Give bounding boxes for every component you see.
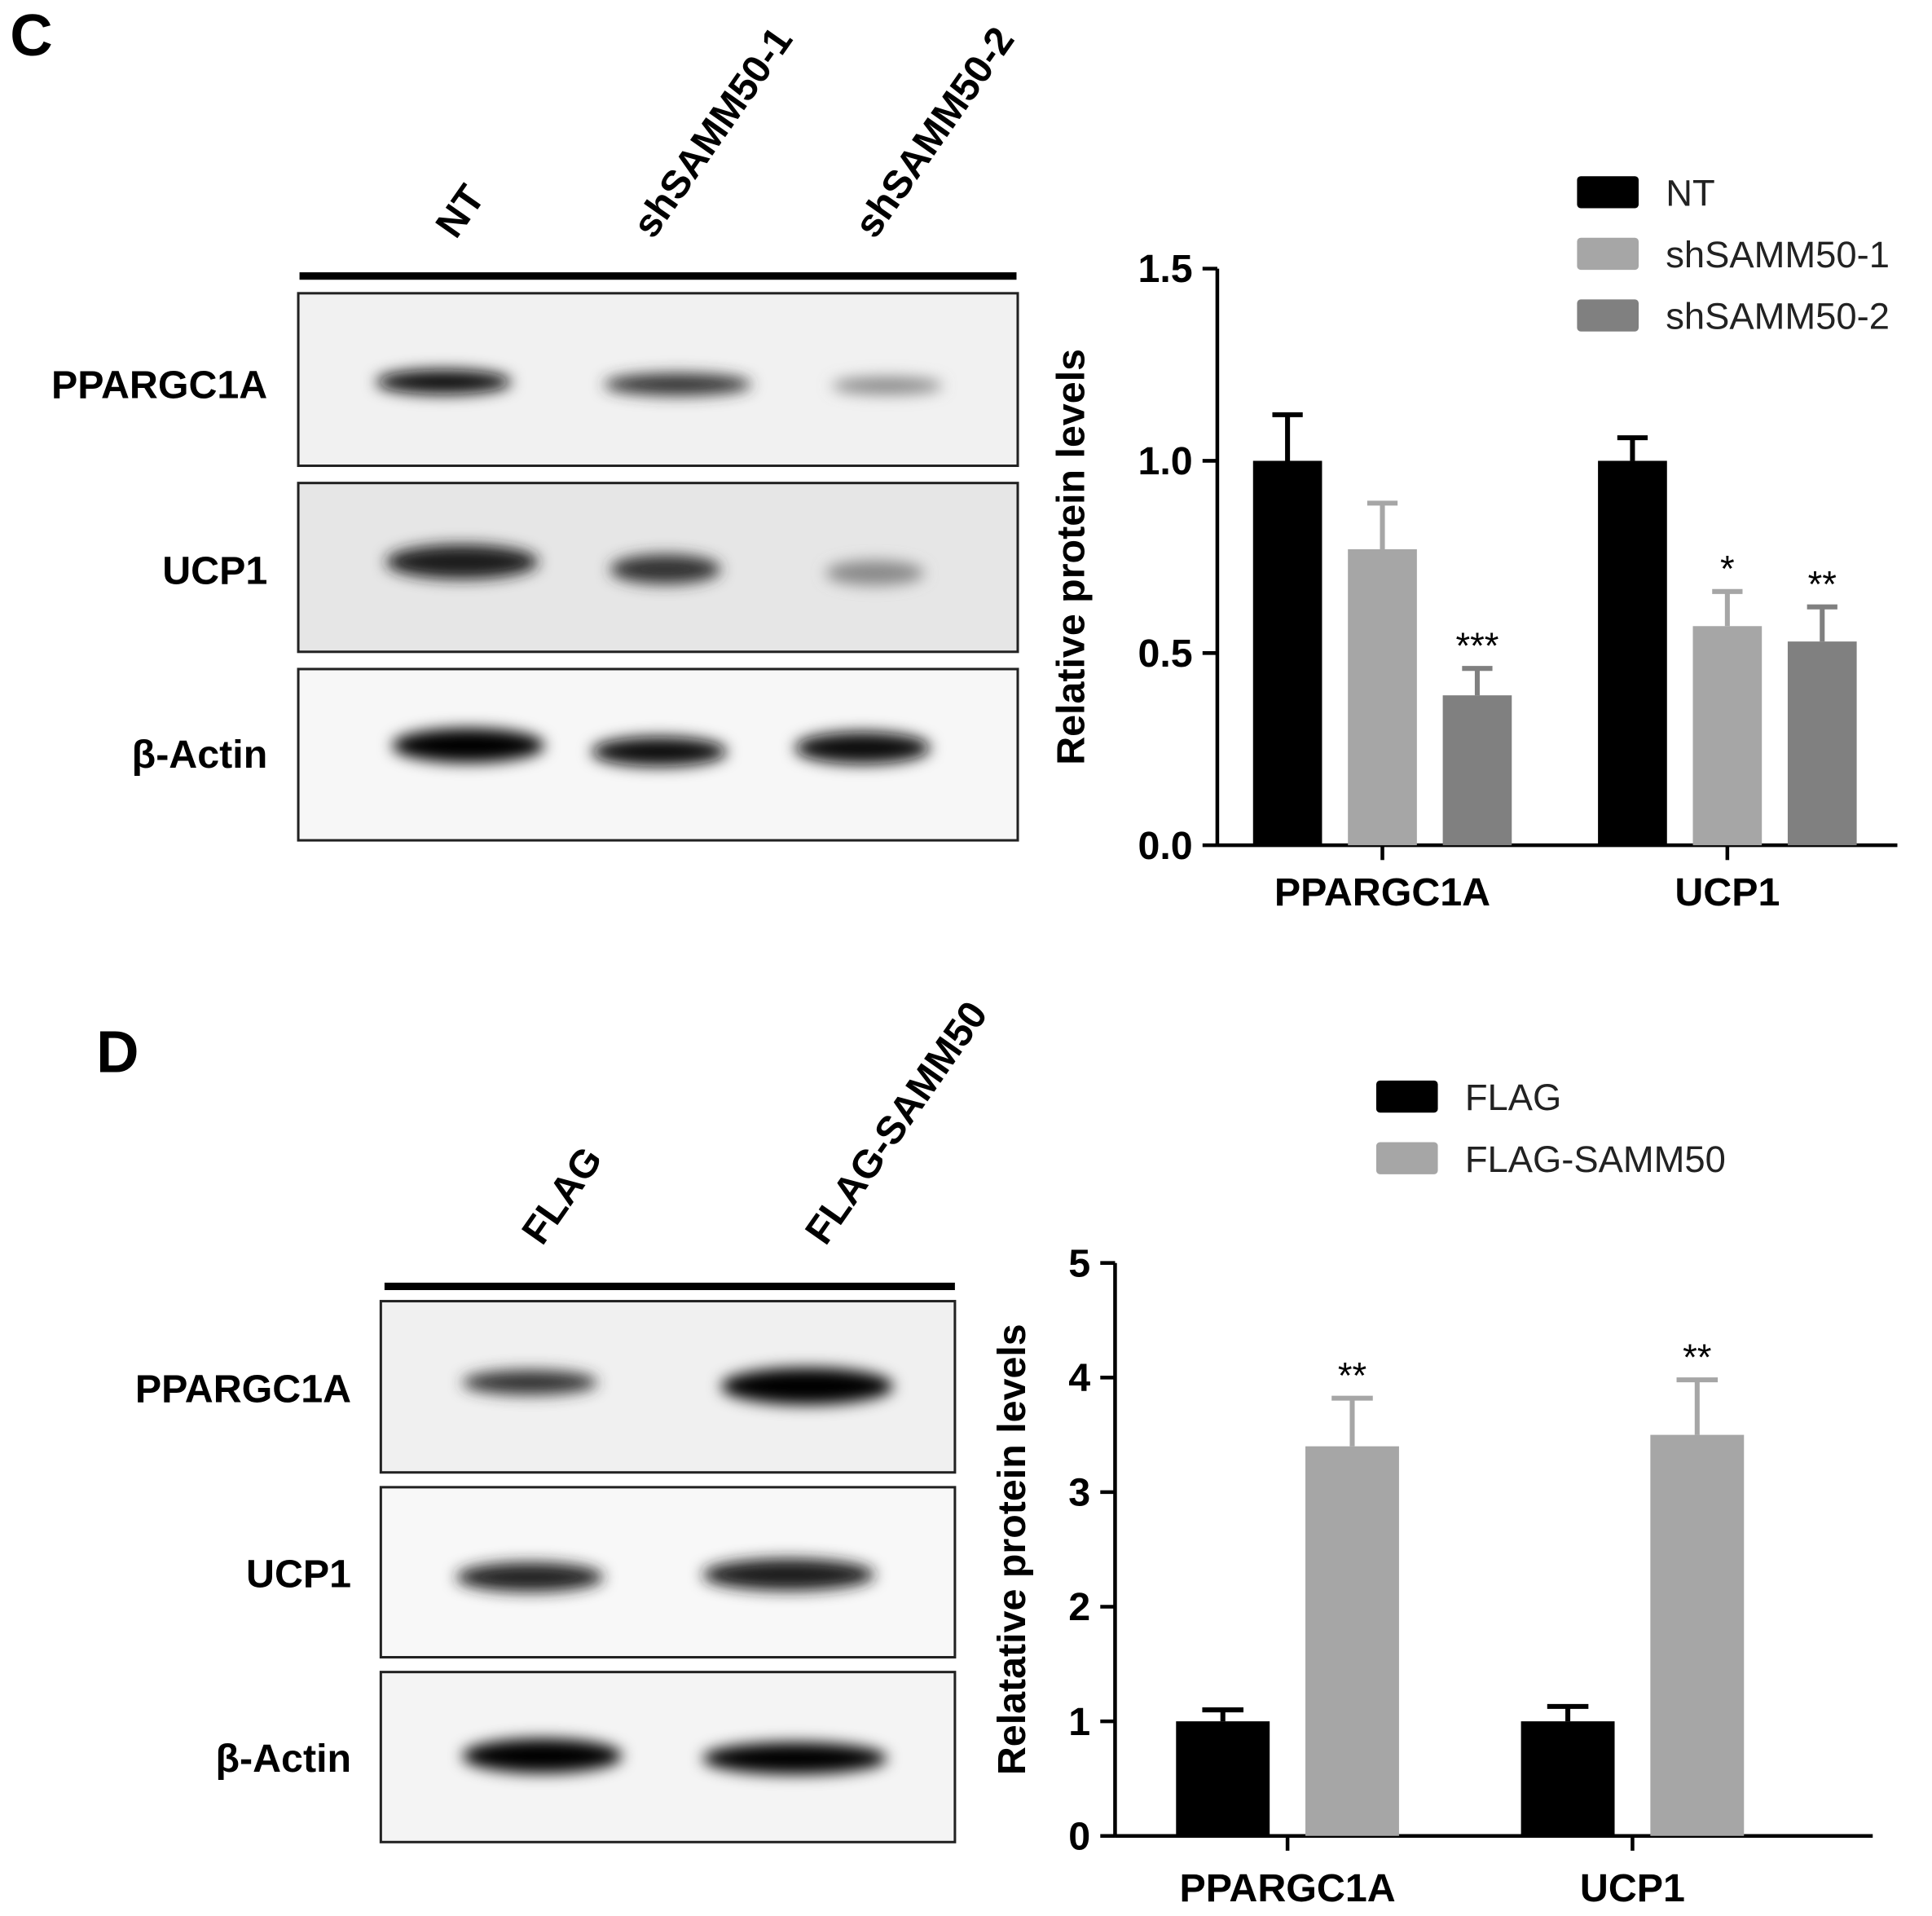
band <box>702 1742 887 1775</box>
bar <box>1305 1446 1399 1836</box>
y-tick-label: 3 <box>1068 1471 1090 1515</box>
row-label: β-Actin <box>132 733 268 777</box>
x-tick-label: PPARGC1A <box>1274 870 1490 914</box>
band <box>610 554 721 584</box>
blot-d <box>379 1282 957 1843</box>
significance: ** <box>1338 1355 1366 1397</box>
significance: *** <box>1455 625 1499 667</box>
x-tick-label: UCP1 <box>1580 1866 1685 1910</box>
row-label: PPARGC1A <box>51 363 267 407</box>
band <box>591 737 728 767</box>
significance: * <box>1720 548 1735 590</box>
row-label: PPARGC1A <box>135 1368 351 1412</box>
bar <box>1787 641 1857 846</box>
y-axis-label: Relatative protein levels <box>990 1324 1034 1775</box>
band <box>385 544 539 579</box>
legend-label: FLAG <box>1465 1077 1561 1118</box>
bar <box>1348 548 1417 846</box>
legend-swatch <box>1375 1142 1438 1174</box>
legend-swatch <box>1577 176 1639 209</box>
band <box>462 1738 623 1773</box>
blot-c <box>297 272 1019 842</box>
band <box>825 560 925 586</box>
y-tick-label: 5 <box>1068 1241 1090 1285</box>
bar <box>1252 460 1322 846</box>
row-label: UCP1 <box>162 549 267 593</box>
x-tick-label: PPARGC1A <box>1179 1866 1395 1910</box>
y-tick-label: 0.5 <box>1138 632 1192 676</box>
legend-label: FLAG-SAMM50 <box>1465 1139 1726 1180</box>
y-tick-label: 1.0 <box>1138 439 1192 483</box>
legend-label: shSAMM50-2 <box>1666 296 1890 337</box>
band <box>604 373 752 396</box>
band <box>794 732 931 764</box>
legend-swatch <box>1375 1080 1438 1113</box>
legend-swatch <box>1577 237 1639 271</box>
x-tick-label: UCP1 <box>1675 870 1780 914</box>
band <box>391 728 545 763</box>
panel-letter: C <box>10 2 52 68</box>
significance: ** <box>1683 1337 1711 1378</box>
y-tick-label: 0.0 <box>1138 824 1192 868</box>
bar <box>1692 626 1763 846</box>
row-label: UCP1 <box>246 1552 351 1596</box>
band <box>702 1558 875 1591</box>
legend-label: NT <box>1666 172 1714 214</box>
y-tick-label: 4 <box>1068 1356 1090 1400</box>
bar <box>1598 460 1667 846</box>
legend-swatch <box>1577 299 1639 332</box>
y-axis-label: Relative protein levels <box>1050 349 1094 765</box>
y-tick-label: 1.5 <box>1138 247 1192 291</box>
band <box>376 369 512 394</box>
panel-letter: D <box>96 1019 139 1085</box>
y-tick-label: 0 <box>1068 1814 1090 1858</box>
y-tick-label: 2 <box>1068 1585 1090 1629</box>
band <box>831 377 943 394</box>
legend-label: shSAMM50-1 <box>1666 234 1890 275</box>
bar <box>1442 695 1512 846</box>
bar <box>1521 1721 1615 1836</box>
bar <box>1176 1721 1270 1836</box>
band <box>455 1562 605 1592</box>
band <box>462 1370 598 1395</box>
significance: ** <box>1808 564 1837 606</box>
bar <box>1650 1434 1745 1836</box>
row-label: β-Actin <box>215 1737 351 1781</box>
y-tick-label: 1 <box>1068 1700 1090 1744</box>
band <box>720 1368 894 1405</box>
